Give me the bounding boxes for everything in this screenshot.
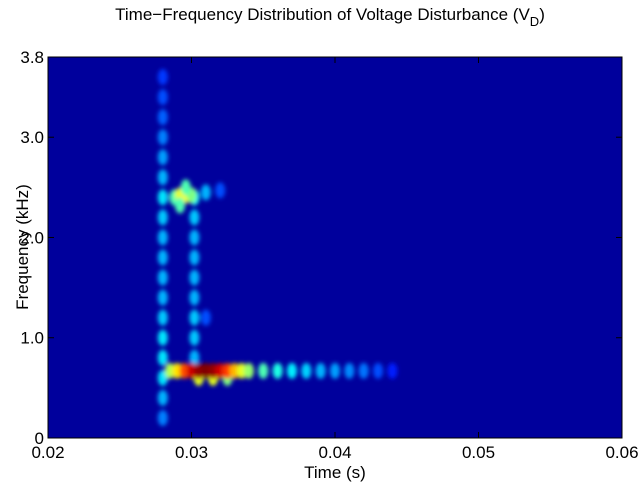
spectrogram-cell (200, 309, 211, 326)
spectrogram-cell (157, 229, 168, 246)
spectrogram-cell (157, 149, 168, 166)
y-axis-label: Frequency (kHz) (13, 184, 32, 310)
spectrogram-cell (157, 289, 168, 306)
x-tick-label: 0.04 (318, 443, 351, 462)
spectrogram-cell (208, 362, 219, 379)
title-end: ) (539, 5, 545, 24)
spectrogram-cell (193, 362, 204, 379)
spectrogram-cell (157, 389, 168, 406)
spectrogram-cell (186, 362, 197, 379)
spectrogram-cell (157, 89, 168, 106)
spectrogram-cell (172, 362, 183, 379)
title-main: Time−Frequency Distribution of Voltage D… (115, 5, 530, 24)
spectrogram-cell (175, 197, 186, 214)
spectrogram-cell (358, 362, 369, 379)
spectrogram-cell (157, 309, 168, 326)
spectrogram-cell (157, 169, 168, 186)
chart-title: Time−Frequency Distribution of Voltage D… (115, 5, 545, 29)
spectrogram-cell (215, 362, 226, 379)
spectrogram-cell (222, 362, 233, 379)
spectrogram-cell (157, 209, 168, 226)
spectrogram-cell (157, 329, 168, 346)
spectrogram-cell (157, 109, 168, 126)
x-tick-label: 0.03 (175, 443, 208, 462)
spectrogram-cell (229, 362, 240, 379)
spectrogram-cell (258, 362, 269, 379)
spectrogram-cell (189, 329, 200, 346)
spectrogram-cell (315, 362, 326, 379)
y-tick-label: 3.0 (20, 128, 44, 147)
x-tick-label: 0.06 (605, 443, 638, 462)
y-tick-label: 2.0 (20, 228, 44, 247)
spectrogram-cell (157, 409, 168, 426)
spectrogram-cell (179, 362, 190, 379)
spectrogram-cell (157, 269, 168, 286)
spectrogram-cell (301, 362, 312, 379)
spectrogram-cell (157, 349, 168, 366)
plot-background (48, 57, 622, 438)
spectrogram (157, 69, 398, 426)
spectrogram-cell (189, 249, 200, 266)
x-tick-label: 0.02 (31, 443, 64, 462)
x-axis-label: Time (s) (304, 463, 366, 482)
spectrogram-cell (215, 182, 226, 199)
spectrogram-cell (157, 189, 168, 206)
spectrogram-cell (200, 362, 211, 379)
spectrogram-cell (373, 362, 384, 379)
spectrogram-cell (200, 184, 211, 201)
spectrogram-cell (157, 369, 168, 386)
spectrogram-cell (164, 362, 175, 379)
spectrogram-cell (157, 129, 168, 146)
x-tick-label: 0.05 (462, 443, 495, 462)
spectrogram-cell (189, 309, 200, 326)
spectrogram-cell (236, 362, 247, 379)
spectrogram-cell (189, 229, 200, 246)
spectrogram-cell (344, 362, 355, 379)
spectrogram-cell (189, 289, 200, 306)
spectrogram-cell (157, 249, 168, 266)
y-tick-label: 1.0 (20, 329, 44, 348)
spectrogram-cell (189, 269, 200, 286)
title-subscript: D (530, 14, 539, 29)
spectrogram-cell (272, 362, 283, 379)
spectrogram-cell (330, 362, 340, 379)
spectrogram-cell (189, 209, 200, 226)
spectrogram-cell (180, 179, 191, 196)
y-tick-label: 3.8 (20, 48, 44, 67)
spectrogram-cell (286, 362, 297, 379)
spectrogram-cell (189, 349, 200, 366)
spectrogram-cell (387, 362, 398, 379)
spectrogram-cell (157, 69, 168, 86)
spectrogram-cell (243, 362, 254, 379)
y-tick-label: 0 (35, 429, 44, 448)
